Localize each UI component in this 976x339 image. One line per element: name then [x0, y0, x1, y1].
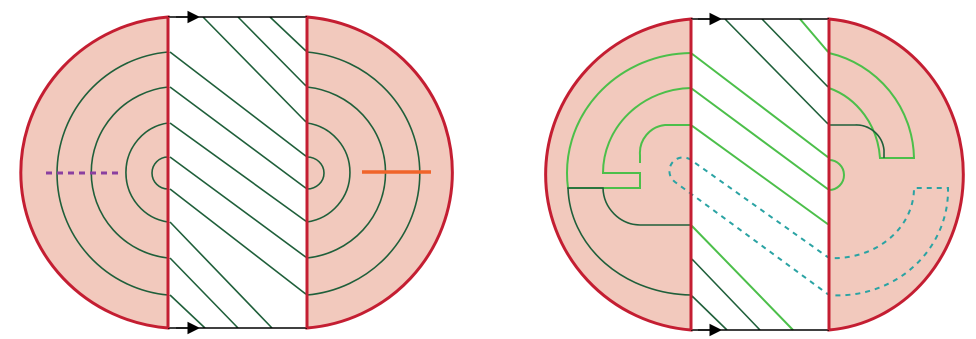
strip-diagonal: [170, 222, 272, 328]
strip-diagonal: [203, 17, 307, 123]
strip-diagonal: [170, 295, 205, 328]
strip-diagonal: [238, 17, 307, 87]
strip-diagonal: [270, 17, 307, 52]
strip-diagonal-light: [691, 225, 793, 330]
strip-diagonal: [170, 258, 238, 328]
right-panel: [546, 19, 964, 330]
strip-diagonal-dark: [691, 258, 760, 330]
right-half-disk: [829, 19, 963, 330]
left-strip-diagonals: [170, 17, 307, 328]
strip-diagonal-dark: [762, 19, 829, 88]
strip-diagonal-dark: [691, 295, 727, 330]
strip-diagonal-light: [691, 53, 829, 158]
strip-diagonal: [170, 52, 307, 157]
strip-diagonal-light: [800, 19, 829, 53]
left-panel: [21, 17, 453, 328]
